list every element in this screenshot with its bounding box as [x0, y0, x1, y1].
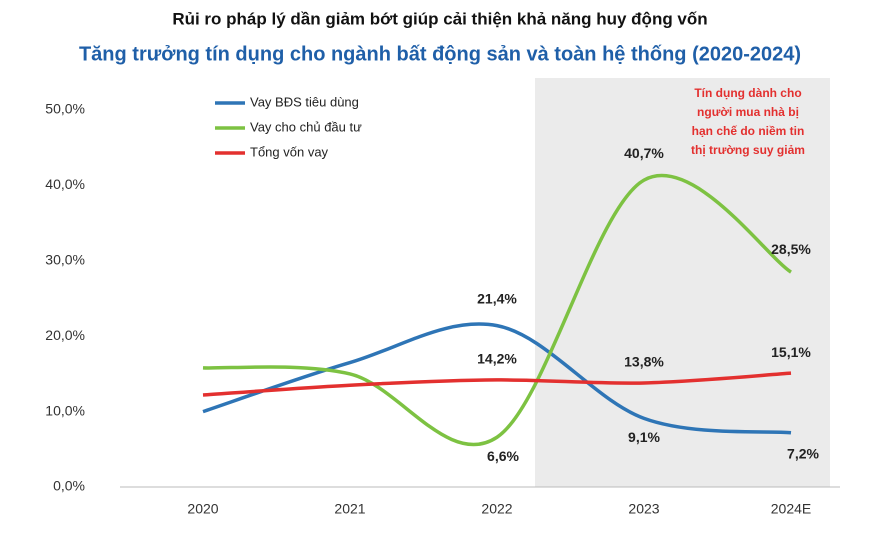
y-tick-label: 50,0%	[45, 101, 85, 117]
shaded-period	[535, 78, 830, 487]
chart-title: Rủi ro pháp lý dần giảm bớt giúp cải thi…	[172, 9, 707, 28]
chart-subtitle: Tăng trưởng tín dụng cho ngành bất động …	[79, 43, 801, 65]
x-tick-label: 2024E	[771, 501, 811, 517]
annotation: Tín dụng dành cho	[694, 86, 801, 100]
data-label: 7,2%	[787, 445, 819, 461]
legend-label: Vay BĐS tiêu dùng	[250, 94, 359, 109]
annotation: thị trường suy giảm	[691, 143, 805, 157]
y-tick-label: 20,0%	[45, 327, 85, 343]
line-series	[202, 371, 792, 397]
x-tick-label: 2021	[334, 501, 365, 517]
line-series	[202, 173, 792, 447]
x-tick-label: 2022	[481, 501, 512, 517]
data-label: 15,1%	[771, 344, 811, 360]
x-tick-label: 2020	[187, 501, 218, 517]
annotation: hạn chế do niềm tin	[692, 124, 805, 138]
data-label: 9,1%	[628, 429, 660, 445]
data-label: 28,5%	[771, 241, 811, 257]
y-tick-label: 0,0%	[53, 478, 85, 494]
y-tick-label: 10,0%	[45, 402, 85, 418]
legend-label: Tổng vốn vay	[250, 144, 329, 159]
line-series	[202, 322, 792, 435]
data-label: 40,7%	[624, 145, 664, 161]
legend-label: Vay cho chủ đầu tư	[250, 119, 362, 134]
y-tick-label: 30,0%	[45, 252, 85, 268]
y-tick-label: 40,0%	[45, 176, 85, 192]
data-label: 6,6%	[487, 448, 519, 464]
data-label: 21,4%	[477, 290, 517, 306]
data-label: 13,8%	[624, 354, 664, 370]
annotation: người mua nhà bị	[697, 105, 799, 119]
data-label: 14,2%	[477, 351, 517, 367]
x-tick-label: 2023	[628, 501, 659, 517]
